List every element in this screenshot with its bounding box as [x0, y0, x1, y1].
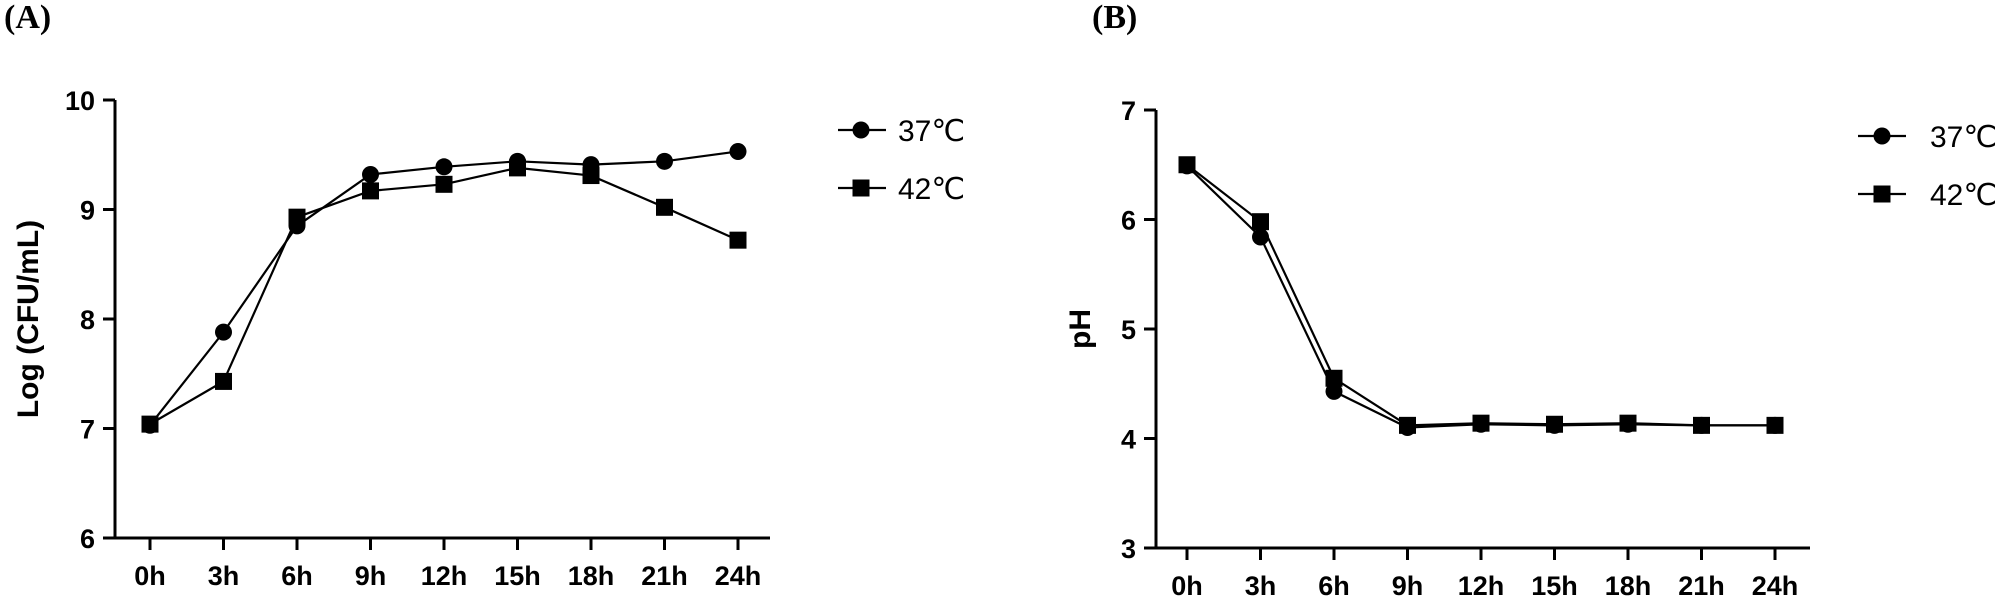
- data-point-square: [362, 182, 379, 200]
- data-point-circle: [729, 142, 747, 160]
- data-point-circle: [362, 165, 379, 183]
- x-tick-label: 3h: [208, 561, 240, 591]
- data-point-square: [582, 167, 600, 185]
- y-tick-label: 5: [1121, 315, 1136, 345]
- data-point-circle: [1252, 228, 1269, 246]
- legend-label: 42℃: [898, 173, 965, 206]
- data-point-square: [1619, 414, 1637, 432]
- y-tick-label: 10: [65, 86, 95, 116]
- x-tick-label: 12h: [1458, 571, 1505, 601]
- x-tick-label: 18h: [568, 561, 615, 591]
- legend-marker-square: [1873, 185, 1891, 203]
- x-tick-label: 21h: [1678, 571, 1725, 601]
- panel-label: (A): [4, 0, 51, 36]
- x-tick-label: 15h: [494, 561, 541, 591]
- x-tick-label: 6h: [281, 561, 313, 591]
- data-point-square: [1178, 156, 1196, 174]
- x-tick-label: 21h: [641, 561, 688, 591]
- y-tick-label: 3: [1121, 534, 1136, 564]
- chart-panel-a: (A) 6 7 8 9 10 0h 3h 6h 9h 12h 15h 18h 21h 24h Log (CFU…: [4, 0, 965, 591]
- data-point-square: [1766, 416, 1784, 434]
- data-point-square: [435, 175, 453, 193]
- data-point-square: [509, 159, 526, 177]
- x-tick-label: 9h: [1392, 571, 1424, 601]
- legend-label: 42℃: [1930, 179, 1997, 212]
- x-tick-label: 6h: [1318, 571, 1350, 601]
- y-tick-label: 7: [80, 415, 95, 445]
- x-tick-label: 24h: [715, 561, 762, 591]
- x-tick-label: 12h: [421, 561, 468, 591]
- y-tick-label: 4: [1121, 425, 1136, 455]
- y-tick-label: 6: [1121, 206, 1136, 236]
- chart-panel-b: (B) 3 4 5 6 7 0h 3h 6h 9h 12h 15h 18h 21h 24h pH 37℃ 42℃: [1064, 0, 1997, 601]
- y-tick-label: 8: [80, 305, 95, 335]
- x-tick-label: 15h: [1531, 571, 1578, 601]
- y-tick-label: 6: [80, 524, 95, 554]
- data-point-square: [215, 372, 232, 390]
- data-point-square: [141, 415, 159, 433]
- x-tick-label: 0h: [1171, 571, 1203, 601]
- data-point-square: [729, 231, 747, 249]
- x-tick-label: 3h: [1245, 571, 1277, 601]
- data-point-square: [1546, 415, 1563, 433]
- y-axis-title: Log (CFU/mL): [12, 220, 45, 418]
- legend-marker-square: [852, 179, 870, 197]
- y-tick-label: 9: [80, 196, 95, 226]
- series-line-1: [149, 166, 739, 426]
- y-axis-title: pH: [1064, 309, 1097, 349]
- data-point-circle: [435, 158, 453, 176]
- legend-marker-circle: [1873, 127, 1891, 145]
- legend-label: 37℃: [898, 115, 965, 148]
- data-point-circle: [215, 323, 232, 341]
- x-tick-label: 18h: [1605, 571, 1652, 601]
- series-line-0: [1186, 165, 1775, 429]
- data-point-square: [288, 208, 306, 226]
- x-tick-label: 0h: [134, 561, 166, 591]
- legend-marker-circle: [852, 121, 870, 139]
- data-point-square: [1693, 416, 1710, 434]
- data-point-square: [1252, 213, 1269, 231]
- data-point-square: [1399, 416, 1416, 434]
- x-tick-label: 24h: [1752, 571, 1799, 601]
- data-point-circle: [656, 152, 673, 170]
- series-line-1: [1186, 163, 1775, 427]
- y-tick-label: 7: [1121, 96, 1136, 126]
- data-point-square: [1472, 414, 1490, 432]
- legend-label: 37℃: [1930, 121, 1997, 154]
- data-point-circle: [1325, 382, 1343, 400]
- panel-label: (B): [1092, 0, 1137, 36]
- data-point-square: [1325, 369, 1343, 387]
- x-tick-label: 9h: [355, 561, 387, 591]
- data-point-square: [656, 198, 673, 216]
